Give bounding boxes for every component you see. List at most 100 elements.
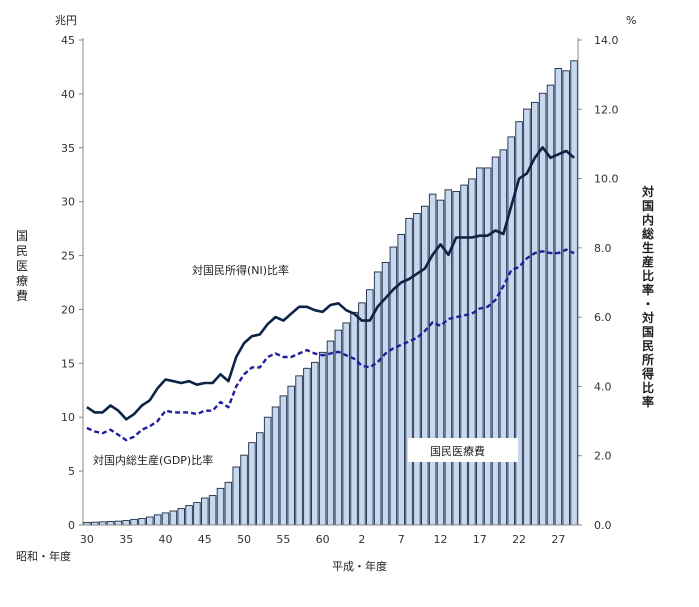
bar-S33 xyxy=(106,521,115,526)
xlabel-heisei: 平成・年度 xyxy=(332,559,387,573)
left-tick-label: 30 xyxy=(61,196,75,209)
right-tick-label: 12.0 xyxy=(594,103,619,116)
bar-S34 xyxy=(114,520,123,526)
ylabel-right-char: 対 xyxy=(641,184,654,199)
ylabel-right-char: 率 xyxy=(642,282,654,297)
right-tick-label: 2.0 xyxy=(594,450,612,463)
ylabel-right-char: 得 xyxy=(641,366,654,381)
bar-H18 xyxy=(483,167,492,526)
bar-H7 xyxy=(397,233,405,526)
bar-S51 xyxy=(248,442,256,526)
ylabel-left-char: 国 xyxy=(16,229,28,243)
ylabel-right-char: 産 xyxy=(642,254,654,269)
bar-S48 xyxy=(224,481,233,526)
bar-H3 xyxy=(366,289,374,526)
annotation-gdp: 対国内総生産(GDP)比率 xyxy=(93,453,213,467)
left-tick-label: 0 xyxy=(68,519,75,532)
bar-S52 xyxy=(256,432,264,526)
bar-H25 xyxy=(538,92,547,526)
ylabel-right-char: 比 xyxy=(642,268,654,283)
x-tick-label: 7 xyxy=(398,533,405,546)
bar-H19 xyxy=(491,156,500,526)
bar-H26 xyxy=(546,84,555,526)
bar-S47 xyxy=(216,487,225,526)
bar-H8 xyxy=(405,217,413,526)
right-tick-label: 4.0 xyxy=(594,380,612,393)
gdp-ratio-line xyxy=(86,248,575,442)
left-tick-label: 45 xyxy=(61,34,75,47)
bar-S60 xyxy=(318,351,327,526)
ylabel-right-char: 対 xyxy=(641,310,654,325)
x-tick-label: 40 xyxy=(159,533,173,546)
ylabel-left: 国民医療費 xyxy=(16,229,28,303)
ylabel-right-char: 民 xyxy=(642,339,654,353)
ylabel-right-char: 内 xyxy=(642,212,654,227)
bar-H27 xyxy=(554,68,563,526)
x-tick-label: 55 xyxy=(276,533,290,546)
bar-label-box xyxy=(408,438,518,462)
bar-H28 xyxy=(562,70,570,526)
bar-S49 xyxy=(232,466,240,526)
ylabel-left-char: 医 xyxy=(16,259,28,273)
x-tick-label: 12 xyxy=(434,533,448,546)
bar-S54 xyxy=(271,406,280,526)
left-tick-label: 40 xyxy=(61,88,75,101)
ylabel-left-char: 費 xyxy=(16,288,28,303)
left-tick-label: 10 xyxy=(61,411,75,424)
x-tick-label: 45 xyxy=(198,533,212,546)
left-tick-label: 35 xyxy=(61,142,75,155)
bar-S41 xyxy=(169,510,178,526)
bar-H11 xyxy=(428,193,437,526)
ylabel-left-char: 療 xyxy=(16,274,28,288)
bar-H10 xyxy=(421,205,429,526)
annotation-bar: 国民医療費 xyxy=(430,444,485,458)
bar-S44 xyxy=(193,502,201,526)
bar-H20 xyxy=(499,149,508,526)
right-tick-label: 0.0 xyxy=(594,519,612,532)
ylabel-right-char: 国 xyxy=(642,199,654,213)
left-unit-label: 兆円 xyxy=(55,14,77,27)
bar-S46 xyxy=(208,495,217,526)
bar-S55 xyxy=(279,395,288,526)
left-tick-label: 25 xyxy=(61,250,75,263)
bar-S61 xyxy=(326,340,335,526)
ylabel-right-char: 生 xyxy=(642,240,654,255)
bar-H1 xyxy=(350,311,358,526)
bar-S59 xyxy=(311,361,319,526)
bar-H9 xyxy=(413,212,421,526)
ylabel-right-char: 率 xyxy=(642,394,654,409)
ylabel-left-char: 民 xyxy=(16,244,28,258)
bar-S36 xyxy=(130,518,138,526)
x-tick-label: 60 xyxy=(316,533,330,546)
bar-S45 xyxy=(201,497,209,526)
bar-S37 xyxy=(138,517,146,526)
ylabel-right-char: 所 xyxy=(642,352,654,367)
bar-S38 xyxy=(146,516,154,526)
bar-H16 xyxy=(468,178,476,526)
bar-H15 xyxy=(460,184,468,526)
right-unit-label: % xyxy=(626,14,636,27)
bar-S56 xyxy=(287,385,295,526)
right-tick-label: 8.0 xyxy=(594,242,612,255)
bar-H17 xyxy=(476,167,484,526)
right-tick-label: 10.0 xyxy=(594,173,619,186)
bar-S58 xyxy=(303,367,311,526)
x-tick-label: 22 xyxy=(512,533,526,546)
bar-H29 xyxy=(570,60,578,526)
x-tick-label: 17 xyxy=(473,533,487,546)
bar-S43 xyxy=(185,505,193,526)
right-tick-label: 14.0 xyxy=(594,34,619,47)
bar-S57 xyxy=(295,375,303,526)
left-tick-label: 5 xyxy=(68,465,75,478)
x-tick-label: 35 xyxy=(119,533,133,546)
ylabel-right-char: ・ xyxy=(642,297,654,311)
ylabel-right-char: 比 xyxy=(642,380,654,395)
bar-S35 xyxy=(122,520,130,526)
x-tick-label: 50 xyxy=(237,533,251,546)
left-tick-label: 20 xyxy=(61,303,75,316)
bar-S40 xyxy=(161,512,170,526)
right-tick-label: 6.0 xyxy=(594,311,612,324)
ylabel-right-char: 総 xyxy=(642,226,654,241)
annotation-ni: 対国民所得(NI)比率 xyxy=(192,263,289,277)
